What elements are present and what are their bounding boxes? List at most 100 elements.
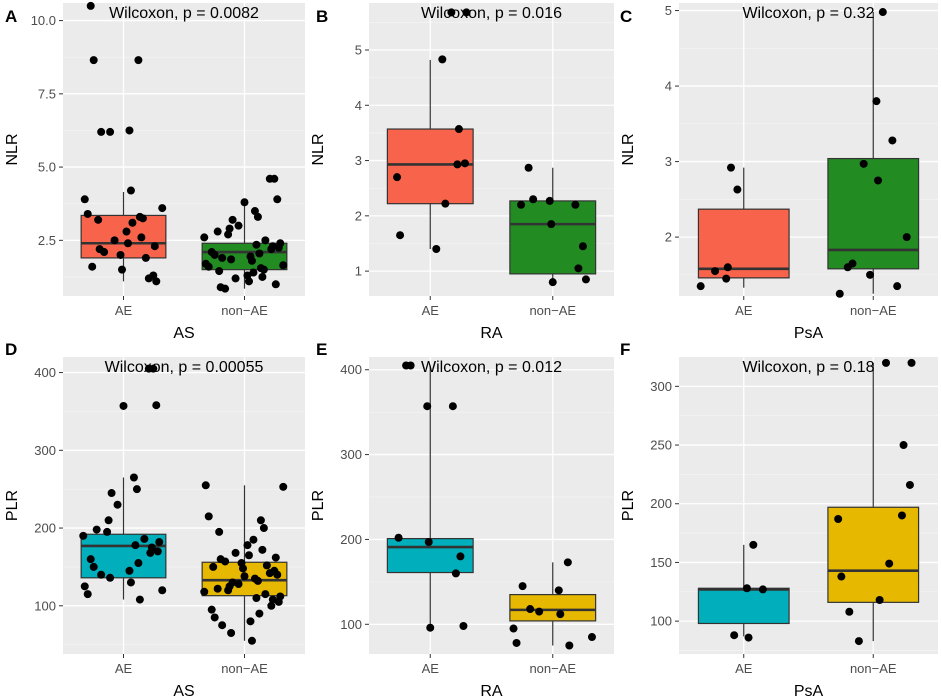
data-point xyxy=(872,97,881,106)
wilcoxon-annotation: Wilcoxon, p = 0.00055 xyxy=(105,359,264,376)
data-point xyxy=(155,538,164,547)
data-point xyxy=(512,638,521,647)
y-tick-label: 3 xyxy=(355,153,362,168)
y-axis-title: NLR xyxy=(4,133,21,165)
data-point xyxy=(258,272,267,281)
data-point xyxy=(878,8,887,17)
data-point xyxy=(227,629,236,638)
data-point xyxy=(234,580,243,589)
x-axis-title: AS xyxy=(173,683,194,698)
data-point xyxy=(243,541,252,550)
x-tick-label: AE xyxy=(735,303,753,318)
data-point xyxy=(905,480,914,489)
panel-letter: F xyxy=(620,340,630,359)
data-point xyxy=(447,8,456,17)
data-point xyxy=(100,248,109,257)
data-point xyxy=(249,268,258,277)
data-point xyxy=(742,584,751,593)
y-axis-title: PLR xyxy=(4,490,21,521)
data-point xyxy=(279,261,288,270)
y-axis-title: PLR xyxy=(620,490,637,521)
data-point xyxy=(134,56,143,65)
data-point xyxy=(578,242,587,251)
data-point xyxy=(210,250,219,259)
data-point xyxy=(204,262,213,271)
data-point xyxy=(696,282,705,291)
data-point xyxy=(882,358,891,367)
data-point xyxy=(137,233,146,242)
y-tick-label: 5 xyxy=(355,42,362,57)
data-point xyxy=(97,127,106,136)
data-point xyxy=(215,527,224,536)
data-point xyxy=(240,572,249,581)
data-point xyxy=(396,231,405,240)
data-point xyxy=(134,559,143,568)
data-point xyxy=(424,537,433,546)
panel-c: 2 3 4 5 AE non−AE Wilcoxon, p = 0.32 PsA NLR C xyxy=(620,3,938,342)
data-point xyxy=(885,559,894,568)
data-point xyxy=(394,533,403,542)
data-point xyxy=(526,605,535,614)
data-point xyxy=(97,570,106,579)
data-point xyxy=(141,253,150,262)
data-point xyxy=(89,562,98,571)
x-axis-title: AS xyxy=(173,325,194,342)
data-point xyxy=(239,564,248,573)
data-point xyxy=(459,621,468,630)
data-point xyxy=(554,586,563,595)
data-point xyxy=(253,212,262,221)
box xyxy=(827,157,920,270)
data-point xyxy=(247,636,256,645)
data-point xyxy=(432,245,441,254)
data-point xyxy=(722,274,731,283)
data-point xyxy=(126,186,135,195)
data-point xyxy=(730,631,739,640)
data-point xyxy=(224,586,233,595)
data-point xyxy=(259,265,268,274)
data-point xyxy=(456,552,465,561)
data-point xyxy=(244,277,253,286)
y-tick-label: 200 xyxy=(650,496,672,511)
data-point xyxy=(545,196,554,205)
data-point xyxy=(125,126,134,135)
data-point xyxy=(548,278,557,287)
data-point xyxy=(509,624,518,633)
data-point xyxy=(426,623,435,632)
panel-letter: C xyxy=(620,7,632,26)
data-point xyxy=(897,511,906,520)
data-point xyxy=(258,545,267,554)
data-point xyxy=(158,204,167,213)
data-point xyxy=(462,8,471,17)
y-tick-label: 300 xyxy=(650,379,672,394)
data-point xyxy=(218,621,227,630)
data-point xyxy=(273,570,282,579)
box xyxy=(509,200,597,275)
data-point xyxy=(150,242,159,251)
data-point xyxy=(273,195,282,204)
data-point xyxy=(565,641,574,650)
data-point xyxy=(131,541,140,550)
data-point xyxy=(240,198,249,207)
wilcoxon-annotation: Wilcoxon, p = 0.016 xyxy=(421,5,562,22)
data-point xyxy=(213,227,222,236)
y-tick-label: 250 xyxy=(650,438,672,453)
data-point xyxy=(581,275,590,284)
data-point xyxy=(249,535,258,544)
data-point xyxy=(441,199,450,208)
x-axis-title: RA xyxy=(480,683,503,698)
data-point xyxy=(228,215,237,224)
data-point xyxy=(744,633,753,642)
data-point xyxy=(267,245,276,254)
data-point xyxy=(518,582,527,591)
data-point xyxy=(274,243,283,252)
data-point xyxy=(221,557,230,566)
panel-e: 100 200 300 400 AE non−AE Wilcoxon, p = 0.012 R… xyxy=(310,340,614,698)
data-point xyxy=(224,230,233,239)
data-point xyxy=(261,590,270,599)
data-point xyxy=(438,55,447,64)
x-axis-title: PsA xyxy=(794,683,824,698)
data-point xyxy=(140,534,149,543)
data-point xyxy=(213,584,222,593)
data-point xyxy=(529,195,538,204)
